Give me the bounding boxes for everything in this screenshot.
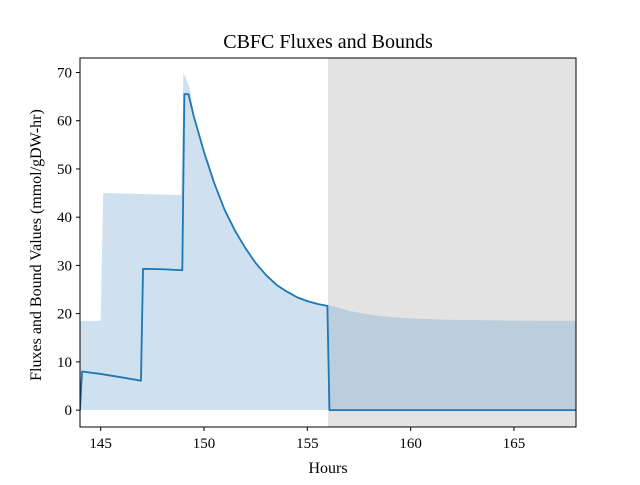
y-tick-label: 30 [57, 258, 72, 274]
plot-area [80, 58, 576, 427]
x-tick-label: 150 [193, 436, 216, 452]
y-tick-label: 10 [57, 355, 72, 371]
x-tick-label: 145 [89, 436, 112, 452]
chart-title: CBFC Fluxes and Bounds [223, 31, 433, 53]
y-tick-label: 50 [57, 162, 72, 178]
x-axis-label: Hours [308, 460, 347, 477]
y-tick-label: 70 [57, 65, 72, 81]
x-tick-label: 160 [399, 436, 422, 452]
y-tick-label: 40 [57, 210, 72, 226]
plot-clipped [80, 58, 576, 427]
y-tick-label: 0 [65, 403, 73, 419]
x-tick-label: 165 [503, 436, 526, 452]
x-tick-label: 155 [296, 436, 319, 452]
y-tick-label: 20 [57, 307, 72, 323]
y-axis-label: Fluxes and Bound Values (mmol/gDW-hr) [28, 109, 45, 381]
y-tick-label: 60 [57, 114, 72, 130]
flux-line [80, 93, 576, 412]
bound-band-shaded-overlap [328, 304, 576, 411]
axes: 145 150 155 160 165 0 10 20 30 40 50 60 70 [57, 57, 577, 452]
axes-frame [79, 57, 577, 428]
